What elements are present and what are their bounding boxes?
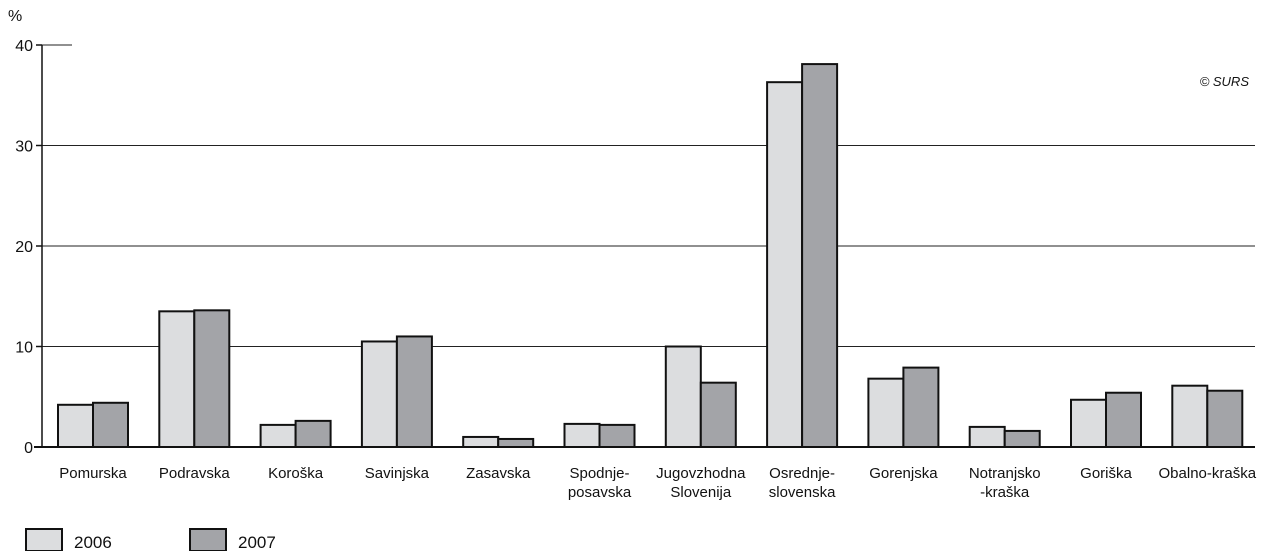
bar-2007 [92, 401, 129, 448]
category-label: Podravska [159, 465, 231, 482]
category-label: Pomurska [59, 465, 127, 482]
y-tick-label: 20 [15, 239, 33, 256]
bar-2007 [1105, 391, 1142, 449]
bar-2006 [360, 340, 398, 449]
category-label: Jugovzhodna Slovenija [656, 465, 746, 501]
bar-2006 [1070, 398, 1107, 449]
bar-2006 [867, 377, 905, 448]
bar-2007 [699, 381, 737, 448]
category-label: Savinjska [365, 465, 430, 482]
bar-2006 [158, 310, 196, 449]
category-label: Koroška [268, 465, 324, 482]
bar-2006 [1171, 384, 1209, 449]
category-label: Osrednje-slovenska [769, 465, 836, 501]
bar-2007 [497, 437, 535, 448]
bar-2007 [801, 63, 839, 448]
bar-2006 [968, 425, 1006, 448]
legend-swatch-2007 [189, 528, 227, 551]
bar-2006 [563, 422, 601, 449]
bar-2007 [598, 423, 636, 449]
bar-2007 [395, 335, 433, 449]
legend-label-2007: 2007 [238, 533, 276, 551]
category-label: Zasavska [466, 465, 531, 482]
bar-2007 [294, 419, 332, 448]
y-tick-label: 0 [24, 440, 33, 457]
bar-2007 [1003, 429, 1041, 449]
category-label: Gorenjska [869, 465, 938, 482]
bar-2006 [664, 345, 702, 448]
bar-2006 [766, 81, 804, 448]
category-label: Notranjsko -kraška [969, 465, 1041, 501]
bars [57, 63, 1244, 449]
bar-2007 [902, 366, 940, 449]
copyright-note: © SURS [1200, 74, 1250, 89]
bar-2006 [259, 423, 297, 449]
y-tick-label: 10 [15, 340, 33, 357]
category-label: Obalno-kraška [1159, 465, 1257, 482]
axes: 0 10 20 30 40 [15, 38, 1255, 457]
category-labels: Pomurska Podravska Koroška Savinjska Zasavsk… [59, 465, 1256, 501]
legend-swatch-2006 [25, 528, 63, 551]
bar-2007 [1206, 389, 1244, 448]
gridlines [42, 44, 1255, 347]
bar-2007 [193, 309, 231, 448]
category-label: Spodnje-posavska [568, 465, 632, 501]
legend: 2006 2007 [25, 528, 276, 551]
category-label: Goriška [1080, 465, 1132, 482]
y-tick-label: 40 [15, 38, 33, 55]
y-axis-unit-label: % [8, 8, 22, 25]
bar-2006 [57, 403, 94, 449]
legend-label-2006: 2006 [74, 533, 112, 551]
y-tick-label: 30 [15, 139, 33, 156]
bar-2006 [462, 435, 500, 449]
